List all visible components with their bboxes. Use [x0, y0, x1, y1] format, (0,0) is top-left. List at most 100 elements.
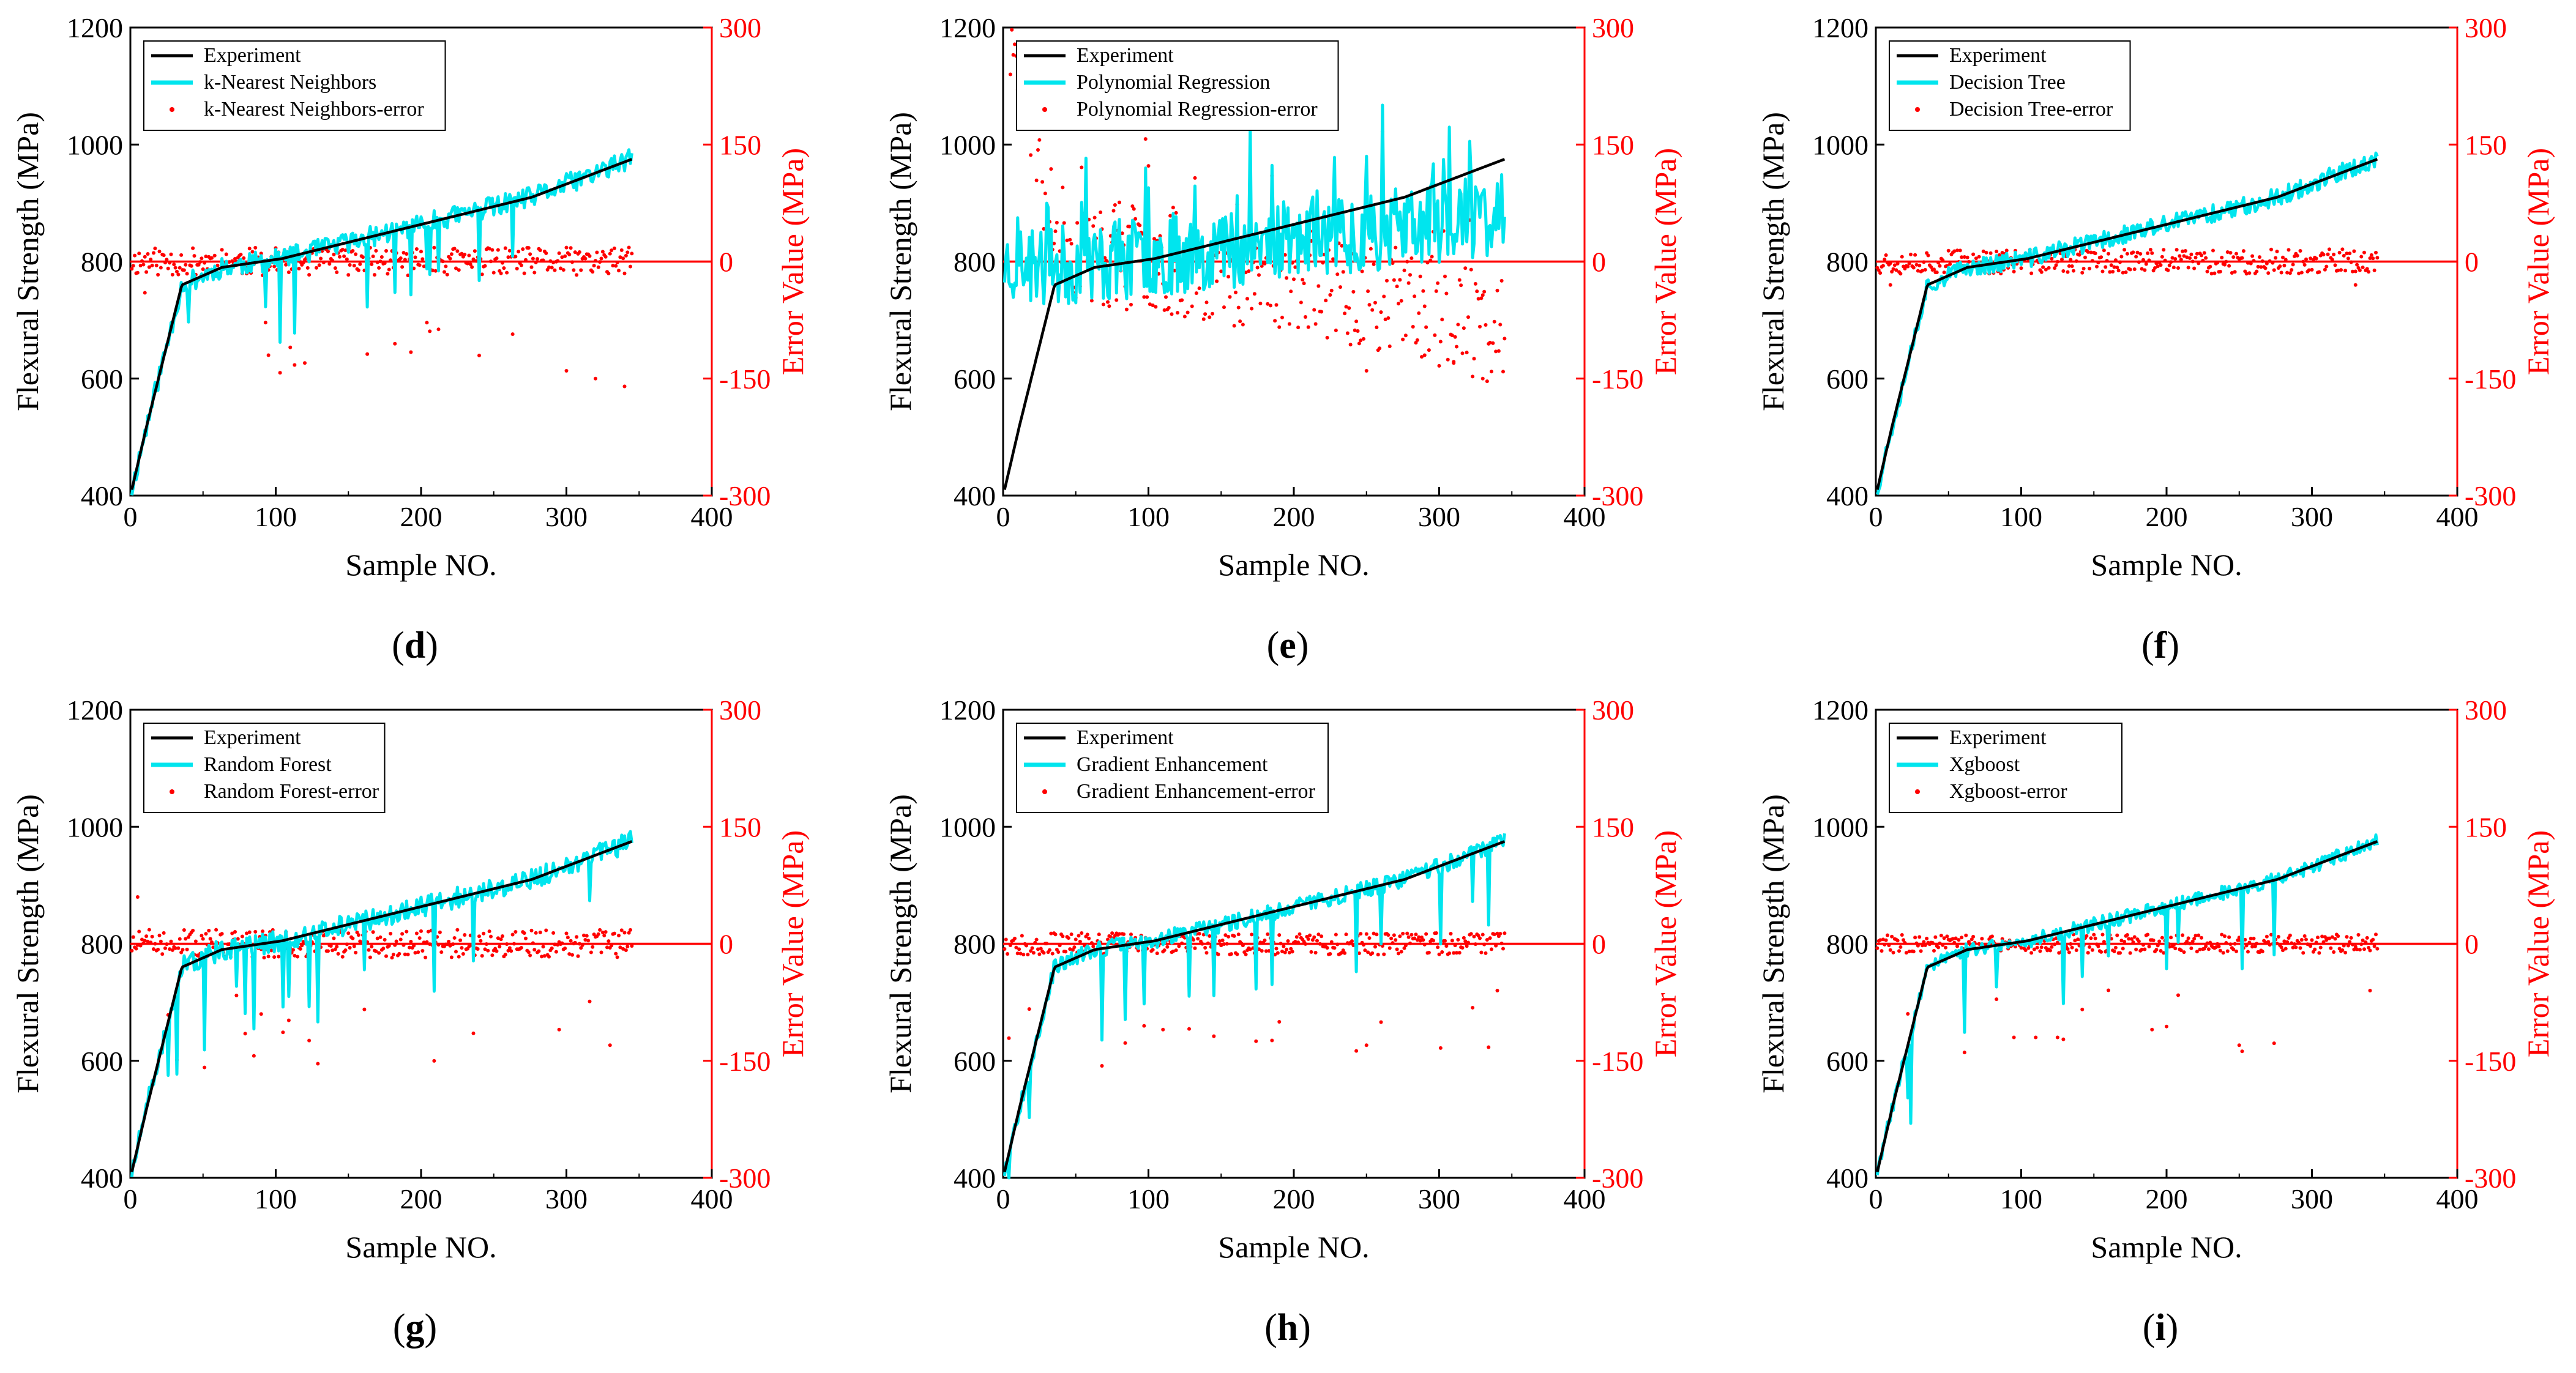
error-point — [561, 268, 566, 272]
error-point — [1353, 328, 1357, 332]
y-tick-label: 400 — [954, 1163, 996, 1194]
error-point — [247, 930, 252, 934]
error-point — [2131, 940, 2135, 944]
x-tick-label: 100 — [255, 501, 297, 532]
error-point — [2240, 1049, 2244, 1054]
error-point — [575, 935, 579, 939]
error-point — [479, 939, 483, 943]
panel-label-letter: f — [2154, 625, 2168, 666]
error-point — [181, 948, 185, 952]
error-point — [2317, 270, 2321, 274]
x-tick-label: 400 — [691, 501, 733, 532]
error-point — [1061, 185, 1065, 190]
error-point — [1916, 269, 1920, 273]
error-point — [1488, 936, 1492, 940]
error-point — [321, 260, 326, 264]
error-point — [1244, 952, 1248, 956]
error-point — [1375, 932, 1379, 937]
error-point — [1923, 943, 1927, 947]
error-point — [629, 264, 632, 269]
error-point — [332, 252, 336, 256]
error-point — [2323, 935, 2327, 939]
error-point — [2085, 934, 2089, 938]
y2-tick-label: 150 — [719, 129, 761, 160]
error-point — [2375, 256, 2380, 260]
error-point — [425, 321, 429, 325]
y-tick-label: 400 — [1826, 1163, 1869, 1194]
error-point — [1922, 940, 1926, 944]
error-point — [567, 252, 572, 256]
y2-tick-label: -150 — [719, 363, 771, 395]
error-series — [1875, 247, 2380, 287]
error-point — [614, 951, 618, 956]
error-point — [1440, 318, 1444, 322]
error-point — [2144, 262, 2148, 266]
error-point — [589, 950, 593, 954]
error-point — [162, 931, 166, 935]
error-point — [368, 955, 372, 959]
error-point — [288, 345, 293, 349]
error-point — [2223, 262, 2227, 267]
error-point — [1418, 274, 1422, 278]
error-point — [2310, 938, 2314, 942]
error-point — [2073, 939, 2077, 943]
error-point — [451, 942, 455, 947]
error-point — [384, 248, 388, 253]
error-point — [577, 250, 581, 255]
error-point — [1308, 933, 1312, 937]
error-point — [1917, 935, 1922, 939]
x-tick-label: 100 — [2000, 1183, 2042, 1215]
error-point — [141, 262, 146, 267]
y2-tick-label: 0 — [2465, 929, 2479, 960]
y-axis-title: Flexural Strength (MPa) — [883, 794, 917, 1093]
error-point — [2290, 941, 2294, 945]
error-point — [630, 944, 634, 948]
error-point — [1891, 950, 1895, 954]
error-point — [211, 945, 215, 950]
error-point — [1495, 989, 1499, 992]
error-point — [2047, 266, 2051, 270]
error-point — [2326, 252, 2330, 256]
error-point — [460, 251, 464, 256]
error-point — [1482, 289, 1487, 294]
error-point — [1277, 933, 1282, 937]
x-axis-title: Sample NO. — [2091, 548, 2242, 582]
error-point — [1499, 278, 1504, 283]
error-point — [444, 264, 448, 269]
error-point — [1002, 947, 1007, 951]
error-point — [2112, 950, 2116, 954]
error-point — [146, 939, 150, 943]
error-point — [1129, 302, 1133, 307]
error-point — [625, 250, 630, 255]
error-point — [1478, 936, 1482, 940]
error-point — [1488, 340, 1492, 344]
error-point — [1422, 304, 1427, 308]
error-point — [2355, 262, 2359, 267]
legend-box — [1016, 723, 1329, 813]
error-point — [2099, 950, 2104, 954]
error-point — [2113, 258, 2118, 262]
error-point — [560, 941, 564, 945]
error-point — [2310, 267, 2314, 272]
prediction-line — [1002, 833, 1506, 1180]
error-point — [1389, 936, 1394, 940]
error-point — [182, 928, 186, 932]
error-point — [550, 946, 554, 950]
error-point — [1215, 279, 1219, 283]
y2-tick-label: 300 — [719, 12, 761, 43]
error-point — [2125, 251, 2129, 256]
error-point — [503, 953, 507, 957]
error-point — [1382, 952, 1386, 956]
error-point — [2320, 934, 2324, 939]
error-point — [215, 263, 220, 267]
error-point — [2346, 256, 2350, 261]
error-point — [618, 945, 622, 950]
error-point — [185, 947, 189, 951]
error-point — [544, 251, 548, 255]
error-point — [1503, 337, 1507, 341]
error-point — [210, 256, 214, 260]
error-point — [583, 256, 588, 261]
error-point — [417, 263, 422, 267]
error-point — [135, 270, 140, 275]
error-point — [156, 272, 160, 277]
